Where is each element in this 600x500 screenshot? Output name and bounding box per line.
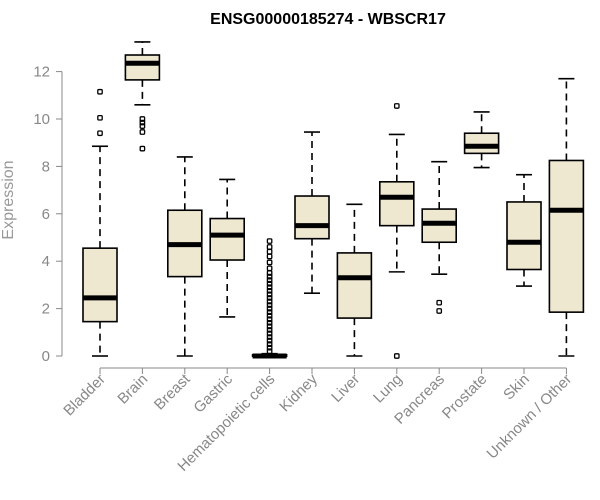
box-group — [378, 103, 415, 359]
box-group — [463, 111, 500, 169]
boxes-group — [82, 41, 585, 359]
x-tick-label: Skin — [500, 371, 533, 404]
box-group — [209, 178, 245, 318]
box-group — [294, 131, 330, 294]
outlier-point — [266, 244, 273, 250]
outlier-point — [266, 291, 273, 298]
box-group — [124, 41, 161, 152]
outlier-point — [266, 334, 273, 340]
outlier-point — [266, 298, 273, 305]
box-iqr — [82, 247, 118, 323]
outlier-point — [266, 330, 273, 337]
box-iqr — [209, 217, 245, 261]
outlier-point — [266, 341, 273, 348]
x-tick-label: Brain — [114, 371, 151, 408]
box-iqr — [336, 252, 373, 319]
box-group — [336, 203, 373, 357]
outlier-point — [393, 353, 400, 359]
box-iqr — [378, 181, 415, 227]
y-tick-label: 4 — [42, 253, 50, 270]
x-tick-label: Kidney — [276, 370, 321, 415]
outlier-point — [266, 337, 273, 344]
box-group — [251, 238, 288, 359]
x-tick-label: Breast — [151, 370, 194, 413]
box-group — [548, 77, 585, 357]
outlier-point — [139, 119, 146, 126]
outlier-point — [266, 316, 273, 323]
outlier-point — [266, 323, 273, 330]
outlier-point — [97, 130, 103, 137]
outlier-point — [436, 308, 443, 314]
outlier-point — [436, 299, 443, 306]
outlier-point — [266, 265, 273, 272]
box-group — [421, 160, 458, 314]
y-axis: 0 2 4 6 8 10 12 — [33, 64, 63, 365]
outlier-point — [266, 348, 273, 355]
outlier-point — [266, 344, 273, 351]
outlier-point — [393, 103, 400, 109]
outlier-point — [266, 273, 273, 280]
y-tick-label: 2 — [42, 301, 50, 318]
outlier-point — [266, 253, 273, 260]
x-tick-label: Lung — [370, 371, 406, 407]
outlier-point — [139, 116, 146, 122]
chart-title: ENSG00000185274 - WBSCR17 — [210, 11, 446, 28]
outlier-point — [266, 284, 273, 291]
y-tick-label: 0 — [42, 348, 50, 365]
x-tick-label: Liver — [328, 371, 363, 406]
box-iqr — [506, 201, 542, 271]
y-axis-label: Expression — [0, 160, 17, 239]
outlier-point — [266, 238, 273, 244]
outlier-point — [139, 123, 146, 129]
outlier-point — [266, 277, 273, 284]
outlier-point — [266, 302, 273, 308]
outlier-point — [266, 327, 273, 333]
outlier-point — [139, 129, 146, 135]
box-group — [82, 88, 118, 357]
box-iqr — [463, 132, 500, 155]
box-iqr — [294, 195, 330, 240]
outlier-point — [97, 114, 103, 121]
box-group — [167, 156, 203, 357]
x-tick-label: Bladder — [60, 371, 109, 420]
y-tick-label: 6 — [42, 206, 50, 223]
outlier-point — [266, 309, 273, 316]
outlier-point — [266, 312, 273, 319]
outlier-point — [139, 145, 146, 152]
x-tick-label: Prostate — [439, 371, 491, 423]
outlier-point — [266, 287, 273, 294]
outlier-point — [266, 259, 273, 266]
outlier-point — [266, 248, 273, 255]
box-iqr — [124, 54, 161, 81]
outlier-point — [266, 280, 273, 287]
box-iqr — [548, 159, 585, 313]
y-tick-label: 10 — [33, 111, 50, 128]
outlier-point — [266, 295, 273, 301]
y-tick-label: 8 — [42, 158, 50, 175]
outlier-point — [97, 88, 103, 95]
y-tick-label: 12 — [33, 64, 50, 81]
outlier-point — [266, 305, 273, 312]
outlier-point — [266, 319, 273, 326]
box-group — [506, 173, 542, 287]
